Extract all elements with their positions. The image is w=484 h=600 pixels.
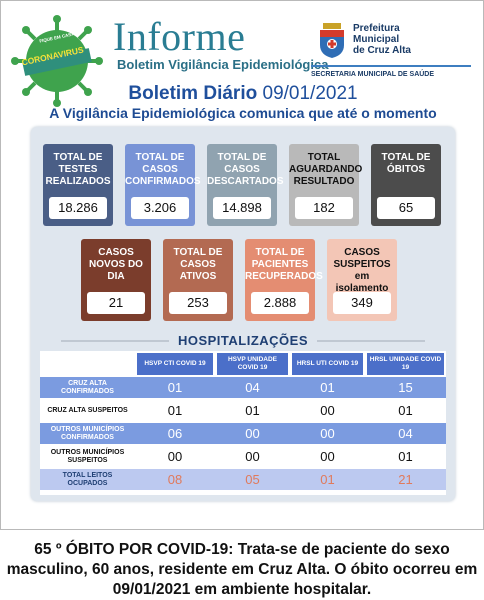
secretaria-label: SECRETARIA MUNICIPAL DE SAÚDE — [311, 71, 435, 78]
stat-card-label: TOTAL DE CASOS DESCARTADOS — [207, 152, 284, 187]
hospitalizacoes-table: HSVP CTI COVID 19 HSVP UNIDADE COVID 19 HR… — [40, 351, 446, 495]
stat-card-value: 21 — [87, 292, 145, 314]
prefeitura-label: Prefeitura Municipal de Cruz Alta — [353, 23, 463, 56]
table-cell: 01 — [167, 403, 183, 418]
page-title: Informe — [113, 14, 246, 59]
coat-of-arms-icon — [320, 23, 344, 58]
stat-card: CASOS SUSPEITOS em isolamento domiciliar… — [327, 239, 397, 321]
table-cell: 01 — [245, 403, 260, 418]
stat-card-label: TOTAL DE CASOS ATIVOS — [173, 247, 223, 282]
stat-card: TOTAL DE CASOS DESCARTADOS 14.898 — [207, 144, 284, 226]
stat-card: TOTAL DE CASOS CONFIRMADOS 3.206 — [125, 144, 201, 226]
table-row: OUTROS MUNICÍPIOS CONFIRMADOS 06 00 00 04 — [40, 423, 446, 444]
stat-card-label: TOTAL AGUARDANDO RESULTADO — [289, 152, 363, 187]
table-cell: 04 — [398, 426, 413, 441]
stat-card: TOTAL DE ÓBITOS 65 — [371, 144, 441, 226]
table-column-header: HSVP CTI COVID 19 — [137, 353, 213, 375]
stat-card-value: 18.286 — [49, 197, 107, 219]
table-cell: 00 — [245, 449, 260, 464]
stat-card: TOTAL DE CASOS ATIVOS 253 — [163, 239, 233, 321]
boletim-heading: Boletim Diário 09/01/2021 — [1, 83, 484, 105]
table-row: TOTAL LEITOS OCUPADOS 08 05 01 21 — [40, 469, 446, 490]
table-header: HSVP CTI COVID 19 HSVP UNIDADE COVID 19 HR… — [40, 353, 446, 375]
stat-card-label: TOTAL DE CASOS CONFIRMADOS — [125, 152, 201, 187]
table-cell: 15 — [398, 380, 413, 395]
table-cell: 01 — [167, 380, 183, 395]
coronavirus-logo — [11, 15, 103, 107]
stat-card-label: TOTAL DE TESTES REALIZADOS — [45, 152, 111, 187]
bulletin-frame: CORONAVIRUS FIQUE EM CASA Informe Boleti… — [0, 0, 484, 530]
stat-card: TOTAL DE PACIENTES RECUPERADOS 2.888 — [245, 239, 323, 321]
table-cell: 01 — [320, 472, 335, 487]
table-cell: 01 — [398, 403, 413, 418]
page-subtitle: Boletim Vigilância Epidemiológica — [117, 57, 329, 72]
table-column-header: HRSL UTI COVID 19 — [292, 353, 363, 375]
table-column-header: HSVP UNIDADE COVID 19 — [217, 353, 288, 375]
table-cell: 08 — [167, 472, 183, 487]
hospitalizacoes-title: HOSPITALIZAÇÕES — [177, 333, 309, 348]
secretaria-divider — [311, 65, 471, 67]
stat-card-value: 2.888 — [251, 292, 309, 314]
table-cell: 05 — [245, 472, 260, 487]
obito-notice: 65 º ÓBITO POR COVID-19: Trata-se de pac… — [6, 541, 478, 598]
table-cell: 00 — [320, 426, 335, 441]
table-row-label: CRUZ ALTA CONFIRMADOS — [61, 379, 114, 395]
table-cell: 06 — [167, 426, 183, 441]
table-row-label: OUTROS MUNICÍPIOS SUSPEITOS — [50, 448, 125, 464]
table-cell: 00 — [320, 403, 335, 418]
table-cell: 21 — [398, 472, 413, 487]
table-cell: 00 — [245, 426, 260, 441]
table-row-label: OUTROS MUNICÍPIOS CONFIRMADOS — [50, 425, 125, 441]
stat-card-label: CASOS NOVOS DO DIA — [89, 247, 143, 282]
table-cell: 00 — [320, 449, 335, 464]
table-row-label: CRUZ ALTA SUSPEITOS — [47, 406, 128, 414]
stat-card: CASOS NOVOS DO DIA 21 — [81, 239, 151, 321]
boletim-lead: A Vigilância Epidemiológica comunica que… — [49, 105, 437, 121]
stat-card-value: 253 — [169, 292, 227, 314]
prefeitura-line-1: Prefeitura — [353, 23, 400, 34]
table-cell: 04 — [245, 380, 260, 395]
hosp-divider-right — [317, 340, 425, 342]
boletim-label: Boletim Diário — [128, 83, 258, 104]
table-cell: 00 — [167, 449, 183, 464]
stat-card-value: 65 — [377, 197, 435, 219]
stat-card-value: 349 — [333, 292, 391, 314]
hosp-divider-left — [61, 340, 169, 342]
table-cell: 01 — [320, 380, 335, 395]
prefeitura-line-3: de Cruz Alta — [353, 45, 411, 56]
stat-card-value: 3.206 — [131, 197, 189, 219]
table-row-label: TOTAL LEITOS OCUPADOS — [62, 471, 113, 487]
stat-card-label: TOTAL DE ÓBITOS — [381, 152, 431, 175]
stat-card: TOTAL AGUARDANDO RESULTADO 182 — [289, 144, 363, 226]
table-row: CRUZ ALTA SUSPEITOS 01 01 00 01 — [40, 400, 446, 421]
table-row: CRUZ ALTA CONFIRMADOS 01 04 01 15 — [40, 377, 446, 398]
table-column-header: HRSL UNIDADE COVID 19 — [367, 353, 444, 375]
table-cell: 01 — [398, 449, 413, 464]
stat-card-value: 182 — [295, 197, 353, 219]
table-row: OUTROS MUNICÍPIOS SUSPEITOS 00 00 00 01 — [40, 446, 446, 467]
prefeitura-line-2: Municipal — [353, 34, 400, 45]
stat-card: TOTAL DE TESTES REALIZADOS 18.286 — [43, 144, 113, 226]
stat-card-label: TOTAL DE PACIENTES RECUPERADOS — [245, 247, 323, 282]
stat-card-value: 14.898 — [213, 197, 271, 219]
boletim-date: 09/01/2021 — [262, 83, 358, 104]
